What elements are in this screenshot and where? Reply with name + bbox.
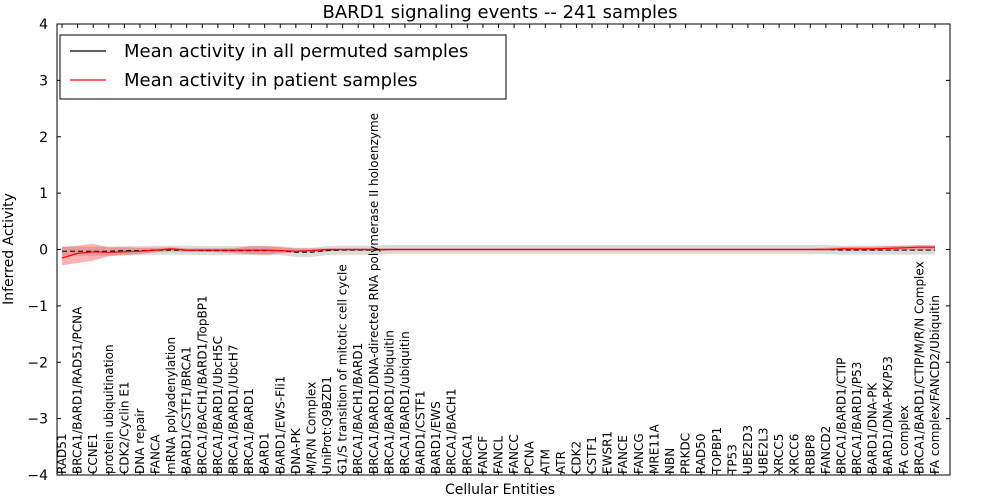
x-tick-label: UBE2D3 (741, 425, 755, 474)
x-tick-label: DNA-PK (289, 427, 303, 474)
y-tick-label: −4 (27, 468, 48, 484)
y-tick-label: −3 (27, 412, 48, 428)
x-tick-label: BRCA1/BARD1/DNA-directed RNA polymerase … (367, 113, 381, 474)
x-tick-label: FANCF (476, 436, 490, 474)
y-tick-label: 2 (39, 130, 48, 146)
x-tick-label: ATR (554, 451, 568, 474)
x-tick-label: MRE11A (647, 423, 661, 474)
x-tick-label: FANCA (149, 434, 163, 474)
x-tick-label: BRCA1/BACH1 (445, 388, 459, 474)
y-tick-label: −1 (27, 299, 48, 315)
x-tick-label: NBN (663, 448, 677, 474)
x-tick-label: BARD1/DNA-PK (866, 382, 880, 474)
x-tick-label: BARD1/CSTF1 (414, 390, 428, 474)
x-tick-label: FA complex/FANCD2/Ubiquitin (928, 295, 942, 474)
x-tick-label: BRCA1/BARD1 (242, 388, 256, 474)
x-tick-label: PRKDC (679, 433, 693, 474)
y-tick-label: −2 (27, 355, 48, 371)
x-tick-label: TOPBP1 (710, 427, 724, 475)
x-tick-label: BARD1/EWS-Fli1 (273, 376, 287, 474)
x-tick-label: DNA repair (133, 408, 147, 474)
x-tick-label: protein ubiquitination (102, 344, 116, 474)
y-tick-label: 4 (39, 17, 48, 33)
legend-entry-patient: Mean activity in patient samples (124, 70, 418, 91)
x-tick-label: FANCL (492, 436, 506, 474)
x-tick-label: BRCA1/BARD1/Ubiquitin (382, 330, 396, 474)
legend: Mean activity in all permuted samples Me… (59, 34, 507, 100)
x-tick-label: FA complex (897, 405, 911, 474)
x-tick-label: BARD1/EWS (429, 401, 443, 474)
legend-box (59, 34, 507, 100)
x-tick-label: FANCC (507, 434, 521, 474)
y-tick-label: 1 (39, 186, 48, 202)
x-tick-label: FANCD2 (819, 426, 833, 474)
x-tick-label: BRCA1/BARD1/P53 (850, 362, 864, 474)
x-tick-label: BARD1/CSTF1/BRCA1 (180, 346, 194, 474)
x-tick-label: BRCA1/BARD1/UbcH5C (211, 336, 225, 474)
x-tick-label: XRCC5 (772, 434, 786, 474)
x-tick-label: RAD51 (55, 433, 69, 474)
legend-entry-permuted: Mean activity in all permuted samples (124, 41, 468, 62)
x-tick-label: PCNA (523, 440, 537, 474)
x-tick-label: RAD50 (694, 433, 708, 474)
patient-mean-line (61, 246, 935, 259)
x-tick-label: BRCA1/BARD1/ubiquitin (398, 331, 412, 474)
x-tick-label: BARD1/DNA-PK/P53 (881, 356, 895, 474)
x-tick-label: CDK2 (569, 441, 583, 474)
x-tick-label: BRCA1/BARD1/CTIP (835, 358, 849, 474)
x-tick-label: BRCA1 (460, 434, 474, 474)
x-tick-label: FANCE (616, 435, 630, 474)
x-tick-label: BRCA1/BARD1/CTIP/M/R/N Complex (912, 261, 926, 474)
x-tick-label: BRCA1/BACH1/BARD1/TopBP1 (195, 295, 209, 474)
x-tick-label: EWSR1 (601, 431, 615, 474)
x-tick-label: TP53 (725, 444, 739, 475)
y-tick-label: 3 (39, 73, 48, 89)
x-tick-label: ATM (538, 449, 552, 474)
permuted-confidence-band (62, 245, 935, 257)
x-tick-label: XRCC6 (788, 434, 802, 474)
x-tick-label: BRCA1/BARD1/UbcH7 (227, 344, 241, 474)
x-tick-label: G1/S transition of mitotic cell cycle (336, 264, 350, 474)
x-tick-label: UBE2L3 (757, 427, 771, 474)
x-tick-label: FANCG (632, 433, 646, 474)
x-tick-label: CDK2/Cyclin E1 (117, 381, 131, 474)
x-tick-label: mRNA polyadenylation (164, 337, 178, 474)
x-tick-label: BARD1 (258, 432, 272, 474)
x-tick-label: BRCA1/BACH1/BARD1 (351, 343, 365, 474)
x-tick-label: CSTF1 (585, 436, 599, 474)
x-tick-label: UniProt:Q9BZD1 (320, 376, 334, 474)
x-tick-label: RBBP8 (803, 434, 817, 474)
x-tick-label: M/R/N Complex (304, 382, 318, 474)
chart-title: BARD1 signaling events -- 241 samples (323, 2, 678, 23)
y-axis-label: Inferred Activity (1, 193, 17, 305)
x-tick-label: BRCA1/BARD1/RAD51/PCNA (71, 306, 85, 474)
x-axis-label: Cellular Entities (445, 482, 555, 498)
x-tick-label: CCNE1 (86, 433, 100, 474)
plot-frame (56, 23, 951, 476)
y-tick-label: 0 (39, 243, 48, 259)
